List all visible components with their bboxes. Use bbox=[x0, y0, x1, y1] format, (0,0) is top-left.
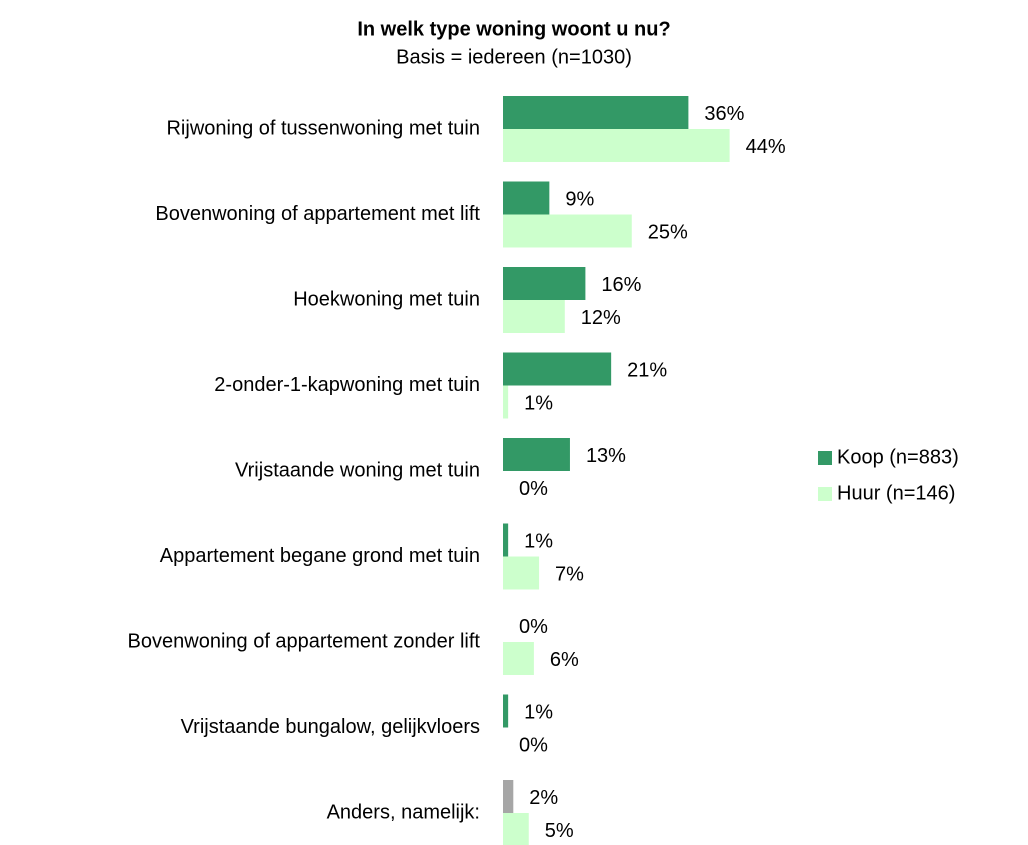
bar bbox=[503, 523, 509, 557]
value-label: 1% bbox=[524, 392, 553, 414]
bar bbox=[503, 813, 529, 845]
bar bbox=[503, 556, 540, 590]
value-label: 7% bbox=[555, 563, 584, 585]
value-label: 44% bbox=[746, 136, 786, 158]
bar bbox=[503, 300, 565, 333]
bar bbox=[503, 214, 632, 248]
chart-subtitle: Basis = iedereen (n=1030) bbox=[396, 46, 632, 68]
value-label: 2% bbox=[529, 787, 558, 809]
category-label: Bovenwoning of appartement met lift bbox=[155, 203, 480, 225]
value-label: 16% bbox=[601, 274, 641, 296]
category-label: Vrijstaande bungalow, gelijkvloers bbox=[181, 716, 480, 738]
category-label: 2-onder-1-kapwoning met tuin bbox=[214, 374, 480, 396]
chart-title: In welk type woning woont u nu? bbox=[357, 18, 670, 40]
bar bbox=[503, 694, 509, 728]
value-label: 12% bbox=[581, 307, 621, 329]
value-label: 0% bbox=[519, 478, 548, 500]
category-label: Hoekwoning met tuin bbox=[293, 288, 480, 310]
value-label: 25% bbox=[648, 221, 688, 243]
category-label: Rijwoning of tussenwoning met tuin bbox=[166, 117, 480, 139]
category-label: Bovenwoning of appartement zonder lift bbox=[128, 630, 481, 652]
value-label: 13% bbox=[586, 445, 626, 467]
bar bbox=[503, 267, 586, 300]
bar bbox=[503, 96, 689, 129]
bar bbox=[503, 352, 612, 386]
value-label: 36% bbox=[704, 103, 744, 125]
category-label: Vrijstaande woning met tuin bbox=[235, 459, 480, 481]
value-label: 9% bbox=[565, 188, 594, 210]
value-label: 5% bbox=[545, 820, 574, 842]
value-label: 1% bbox=[524, 701, 553, 723]
bar bbox=[503, 780, 514, 813]
category-label: Appartement begane grond met tuin bbox=[160, 545, 480, 567]
bar bbox=[503, 385, 509, 419]
value-label: 0% bbox=[519, 734, 548, 756]
legend-label: Huur (n=146) bbox=[837, 482, 955, 504]
value-label: 21% bbox=[627, 359, 667, 381]
value-label: 6% bbox=[550, 649, 579, 671]
category-label: Anders, namelijk: bbox=[327, 801, 480, 823]
value-label: 0% bbox=[519, 616, 548, 638]
legend-swatch bbox=[818, 451, 832, 465]
bar bbox=[503, 181, 550, 215]
legend-swatch bbox=[818, 487, 832, 501]
bar bbox=[503, 642, 534, 675]
value-label: 1% bbox=[524, 530, 553, 552]
legend-label: Koop (n=883) bbox=[837, 446, 959, 468]
bar bbox=[503, 438, 570, 471]
bar bbox=[503, 129, 730, 162]
